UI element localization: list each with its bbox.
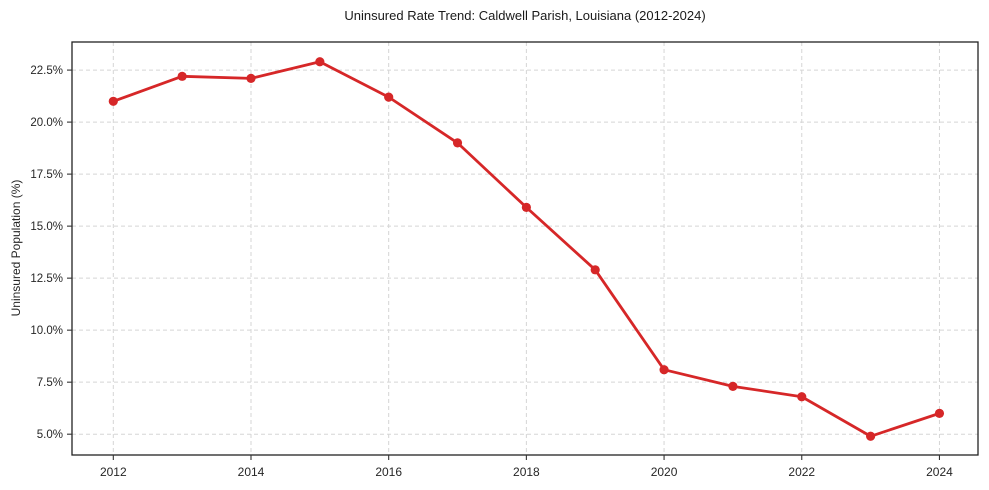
data-point	[659, 365, 669, 375]
x-tick-label: 2014	[238, 465, 265, 479]
data-point	[384, 92, 394, 102]
y-tick-label: 10.0%	[30, 325, 63, 337]
x-tick-label: 2022	[788, 465, 815, 479]
data-point	[866, 431, 876, 441]
y-axis-label: Uninsured Population (%)	[9, 179, 23, 317]
axis-ticks: 5.0% 7.5% 10.0% 12.5% 15.0% 17.5% 20.0% 22.5% 20…	[30, 65, 953, 479]
x-tick-label: 2020	[651, 465, 678, 479]
y-tick-label: 12.5%	[30, 273, 63, 285]
gridlines	[72, 42, 978, 455]
data-point	[728, 381, 738, 391]
chart-title: Uninsured Rate Trend: Caldwell Parish, L…	[344, 8, 706, 23]
data-point	[315, 57, 325, 67]
data-point	[521, 202, 531, 213]
data-points	[108, 57, 945, 441]
data-point	[108, 96, 118, 106]
y-tick-label: 20.0%	[30, 117, 63, 129]
data-point	[590, 265, 600, 275]
y-tick-label: 15.0%	[30, 221, 63, 233]
data-point	[934, 408, 945, 418]
y-tick-label: 5.0%	[37, 429, 63, 441]
x-tick-label: 2012	[100, 465, 127, 479]
plot-frame	[71, 41, 979, 456]
data-point	[246, 73, 256, 84]
y-tick-label: 22.5%	[30, 65, 63, 77]
y-tick-label: 7.5%	[37, 377, 63, 389]
y-tick-label: 17.5%	[30, 169, 63, 181]
x-tick-label: 2018	[513, 465, 540, 479]
x-tick-label: 2016	[375, 465, 402, 479]
data-point	[177, 71, 187, 81]
data-point	[797, 392, 807, 402]
x-tick-label: 2024	[926, 465, 953, 479]
data-point	[452, 138, 463, 148]
